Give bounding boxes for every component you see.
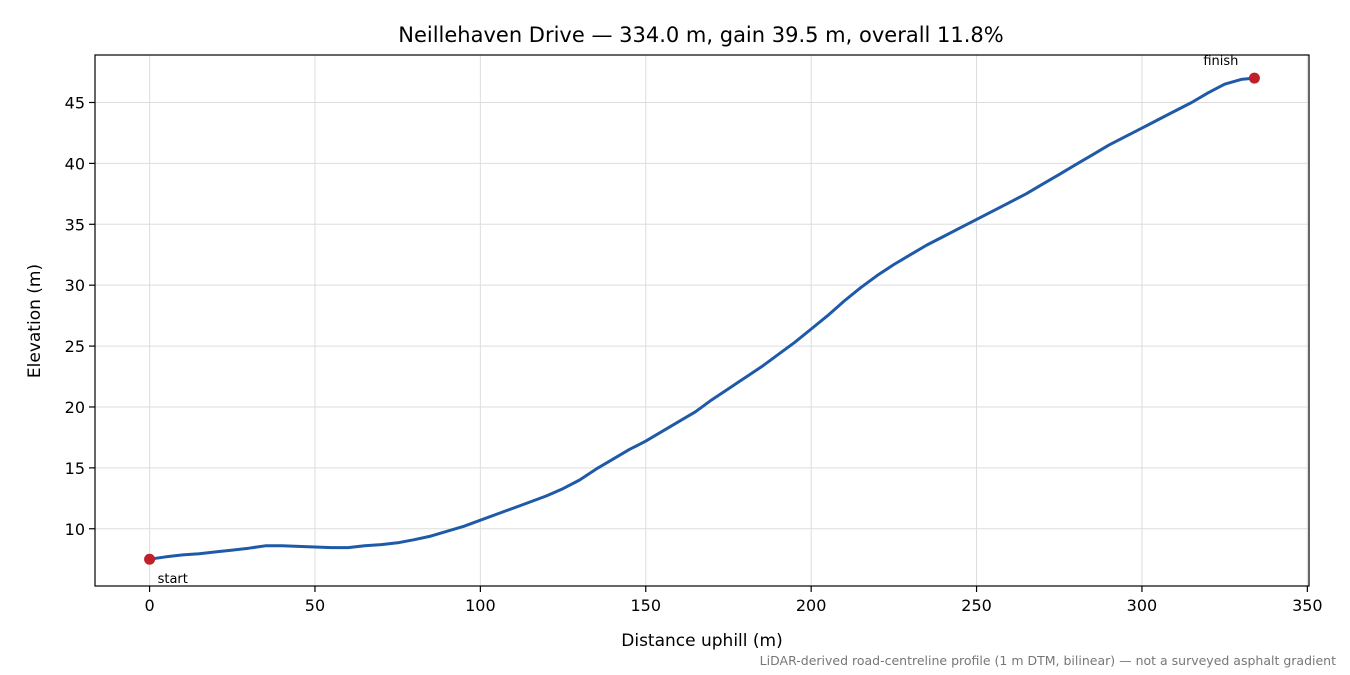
start-marker bbox=[144, 553, 156, 565]
finish-marker bbox=[1248, 72, 1260, 84]
x-tick-label: 0 bbox=[144, 596, 154, 615]
x-tick-label: 350 bbox=[1292, 596, 1323, 615]
axis-ticks: 0 50 100 150 200 250 300 350 10 15 20 25 30 35 40 45 bbox=[65, 93, 1323, 615]
x-tick-label: 300 bbox=[1127, 596, 1158, 615]
x-tick-label: 150 bbox=[630, 596, 661, 615]
y-tick-label: 10 bbox=[65, 520, 85, 539]
start-label: start bbox=[158, 572, 188, 587]
x-tick-label: 50 bbox=[305, 596, 325, 615]
y-tick-label: 35 bbox=[65, 215, 85, 234]
elevation-profile-line bbox=[148, 76, 1256, 561]
y-tick-label: 20 bbox=[65, 398, 85, 417]
y-tick-label: 25 bbox=[65, 337, 85, 356]
x-tick-label: 250 bbox=[961, 596, 992, 615]
chart-title: Neillehaven Drive — 334.0 m, gain 39.5 m… bbox=[398, 23, 1004, 47]
plot-frame bbox=[94, 54, 1310, 587]
y-tick-label: 45 bbox=[65, 93, 85, 112]
y-tick-label: 15 bbox=[65, 459, 85, 478]
x-axis-label: Distance uphill (m) bbox=[621, 631, 782, 651]
series-layer bbox=[148, 76, 1256, 561]
marker-layer: start finish bbox=[144, 54, 1260, 587]
chart-footnote: LiDAR-derived road-centreline profile (1… bbox=[760, 653, 1336, 668]
gridlines bbox=[95, 55, 1309, 586]
finish-label: finish bbox=[1203, 54, 1238, 69]
y-tick-label: 30 bbox=[65, 276, 85, 295]
y-axis-label: Elevation (m) bbox=[25, 264, 45, 378]
y-tick-label: 40 bbox=[65, 154, 85, 173]
x-tick-label: 100 bbox=[465, 596, 496, 615]
x-tick-label: 200 bbox=[796, 596, 827, 615]
